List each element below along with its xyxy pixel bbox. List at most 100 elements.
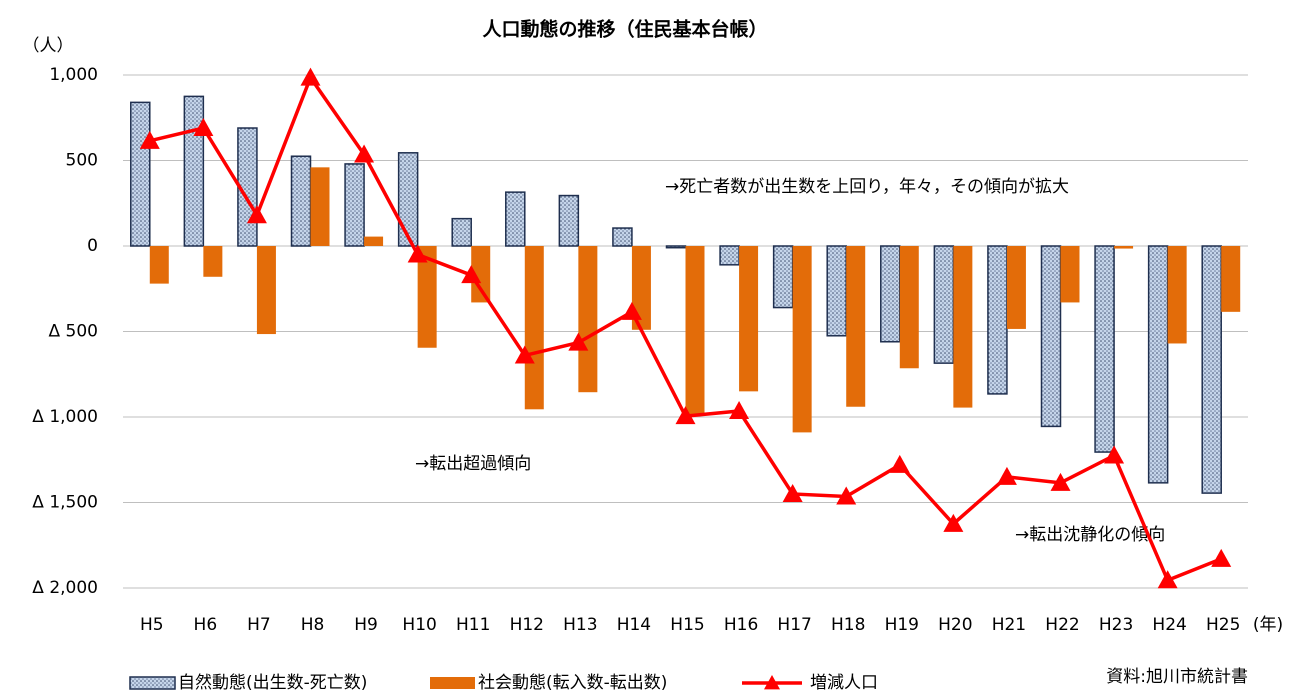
x-tick-label: H20: [938, 615, 972, 635]
marker: [300, 67, 321, 86]
legend-label: 自然動態(出生数-死亡数): [178, 673, 367, 690]
bar: [1040, 245, 1062, 428]
bar: [933, 245, 955, 364]
bar: [397, 152, 419, 247]
marker: [354, 144, 375, 163]
y-tick-label: Δ 1,000: [32, 407, 98, 427]
annotation: →転出超過傾向: [415, 454, 531, 474]
bar: [524, 246, 544, 410]
bar: [880, 245, 901, 343]
x-tick-label: H5: [140, 615, 164, 635]
bar: [792, 246, 812, 433]
bar: [505, 191, 526, 247]
bar: [719, 245, 740, 266]
x-tick-label: H12: [510, 615, 544, 635]
legend-label: 増減人口: [810, 673, 878, 690]
x-tick-label: H16: [724, 615, 758, 635]
x-tick-label: H17: [777, 615, 811, 635]
x-tick-label: H21: [992, 615, 1026, 635]
bar: [130, 101, 151, 247]
bar: [256, 246, 276, 335]
marker: [943, 513, 964, 532]
bar: [665, 245, 687, 249]
x-tick-label: H13: [563, 615, 597, 635]
y-tick-label: Δ 1,500: [32, 493, 98, 513]
bar: [1147, 245, 1169, 484]
annotation: →転出沈静化の傾向: [1015, 525, 1165, 545]
annotation: →死亡者数が出生数を上回り，年々，その傾向が拡大: [665, 177, 1069, 197]
y-tick-label: Δ 500: [49, 322, 98, 342]
x-tick-label: H23: [1099, 615, 1133, 635]
bar: [685, 246, 705, 415]
bar: [558, 194, 580, 247]
marker: [407, 244, 428, 263]
x-tick-label: H7: [247, 615, 271, 635]
bar: [183, 95, 205, 247]
marker: [996, 466, 1017, 485]
bar: [1060, 246, 1080, 303]
legend-marker: [764, 675, 780, 690]
bar: [846, 246, 866, 407]
bar: [1114, 246, 1134, 249]
bar: [1094, 245, 1115, 453]
x-tick-label: H8: [301, 615, 325, 635]
marker: [246, 205, 267, 224]
marker: [782, 483, 803, 502]
source: 資料:旭川市統計書: [1106, 667, 1248, 687]
bar: [417, 246, 437, 348]
bar: [471, 246, 491, 303]
marker: [729, 401, 750, 420]
marker: [675, 406, 696, 425]
marker: [568, 332, 589, 351]
y-tick-label: Δ 2,000: [32, 578, 98, 598]
legend-swatch: [129, 676, 176, 690]
marker: [193, 118, 214, 137]
bar: [739, 246, 759, 392]
marker: [1211, 548, 1232, 567]
x-axis-label: (年): [1253, 615, 1283, 635]
y-axis-label: （人）: [23, 36, 74, 56]
marker: [836, 486, 857, 505]
marker: [1050, 472, 1071, 491]
bar: [310, 167, 330, 246]
x-tick-label: H15: [670, 615, 704, 635]
y-tick-label: 1,000: [49, 65, 98, 85]
bar: [203, 246, 223, 277]
x-tick-label: H19: [885, 615, 919, 635]
x-tick-label: H18: [831, 615, 865, 635]
bar: [149, 246, 169, 284]
bar: [290, 155, 312, 247]
x-tick-label: H10: [402, 615, 436, 635]
x-tick-label: H24: [1152, 615, 1186, 635]
y-tick-label: 0: [87, 236, 98, 256]
bar: [1221, 246, 1241, 312]
bar: [578, 246, 598, 393]
bar: [612, 227, 633, 247]
marker: [1157, 570, 1178, 589]
x-tick-label: H14: [617, 615, 651, 635]
marker: [514, 345, 535, 364]
chart-title: 人口動態の推移（住民基本台帳）: [482, 18, 767, 41]
bar: [1167, 246, 1187, 344]
x-tick-label: H25: [1206, 615, 1240, 635]
x-tick-label: H9: [354, 615, 378, 635]
bar: [451, 217, 472, 247]
x-tick-label: H22: [1045, 615, 1079, 635]
bar: [344, 163, 365, 247]
marker: [139, 130, 160, 149]
bar: [631, 246, 651, 330]
bar: [364, 236, 384, 246]
marker: [1104, 445, 1125, 464]
bar: [1201, 245, 1222, 494]
bar: [1006, 246, 1026, 329]
x-tick-label: H11: [456, 615, 490, 635]
y-tick-label: 500: [66, 151, 98, 171]
legend-label: 社会動態(転入数-転出数): [478, 673, 667, 690]
marker: [889, 454, 910, 473]
bar: [987, 245, 1008, 395]
bar: [826, 245, 847, 337]
x-tick-label: H6: [194, 615, 218, 635]
marker: [621, 301, 642, 320]
marker: [461, 265, 482, 284]
